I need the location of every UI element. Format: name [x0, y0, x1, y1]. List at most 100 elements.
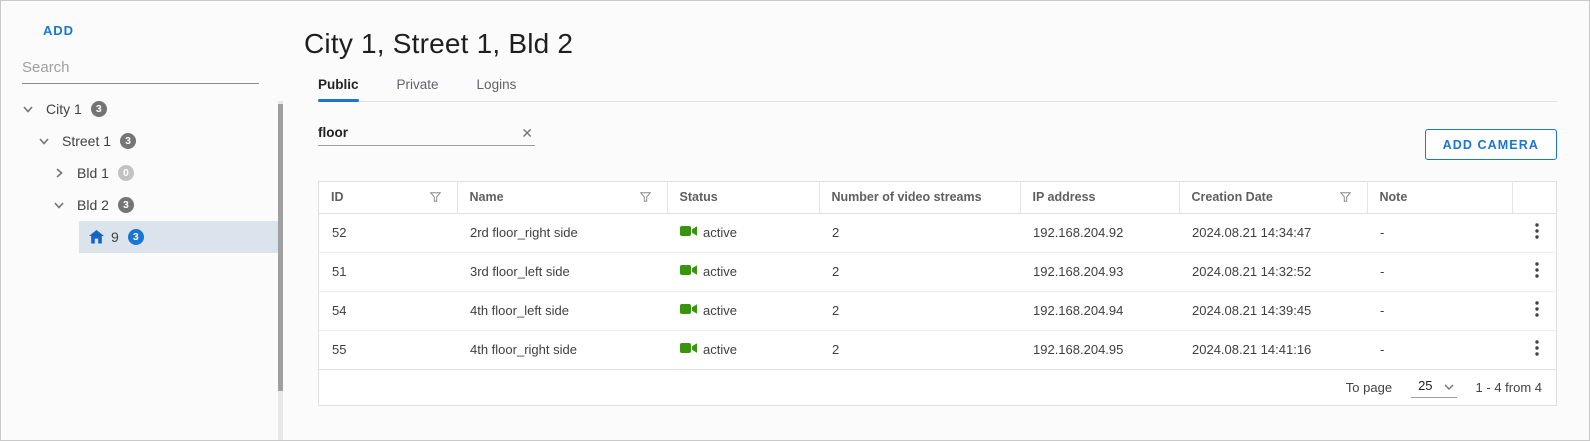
column-header-name: Name [456, 182, 667, 214]
count-badge: 3 [90, 101, 107, 117]
page-size-value: 25 [1418, 377, 1433, 393]
status-text: active [703, 303, 737, 318]
cell-name: 3rd floor_left side [457, 251, 667, 291]
cell-created: 2024.08.21 14:39:45 [1179, 290, 1367, 330]
count-badge: 3 [120, 133, 137, 149]
tree-item-street-1[interactable]: Street 1 3 [1, 125, 278, 157]
filter-funnel-icon[interactable] [429, 192, 441, 202]
videocam-icon [680, 342, 697, 357]
filter-funnel-icon[interactable] [639, 192, 651, 202]
cell-status: active [667, 290, 819, 330]
chevron-down-icon[interactable] [53, 199, 65, 211]
tree-item-bld-2[interactable]: Bld 2 3 [1, 189, 278, 221]
tree-item-label: 9 [111, 229, 119, 245]
tree-item-label: Street 1 [62, 133, 112, 149]
column-label: Name [469, 190, 504, 205]
cell-status: active [667, 212, 819, 252]
cell-id: 51 [319, 251, 457, 291]
column-header-actions [1511, 182, 1556, 214]
cell-created: 2024.08.21 14:34:47 [1179, 212, 1367, 252]
row-menu-kebab-icon[interactable] [1529, 221, 1545, 244]
page-size-select[interactable]: 25 [1411, 377, 1457, 398]
column-header-ip: IP address [1019, 182, 1179, 214]
cell-status: active [667, 251, 819, 291]
filter-funnel-icon[interactable] [1339, 192, 1351, 202]
chevron-right-icon[interactable] [53, 167, 65, 179]
to-page-label: To page [1345, 380, 1393, 395]
cell-created: 2024.08.21 14:41:16 [1179, 329, 1367, 369]
cell-streams: 2 [819, 251, 1020, 291]
add-node-button[interactable]: ADD [43, 23, 74, 38]
table-row[interactable]: 52 2rd floor_right side active 2 192.16 [319, 212, 1556, 252]
cell-id: 54 [319, 290, 457, 330]
camera-filter-input[interactable] [318, 125, 520, 140]
videocam-icon [680, 303, 697, 318]
sidebar: ADD City 1 3 Street 1 3 [1, 1, 278, 440]
cell-note: - [1367, 251, 1512, 291]
cell-name: 2rd floor_right side [457, 212, 667, 252]
videocam-icon [680, 264, 697, 279]
camera-table: ID Name [318, 181, 1557, 406]
chevron-down-icon [1444, 378, 1454, 393]
cell-note: - [1367, 290, 1512, 330]
sidebar-search-input[interactable] [22, 59, 259, 76]
table-row[interactable]: 54 4th floor_left side active 2 192.168 [319, 290, 1556, 330]
column-header-streams: Number of video streams [818, 182, 1020, 214]
cell-ip: 192.168.204.92 [1020, 212, 1179, 252]
table-row[interactable]: 51 3rd floor_left side active 2 192.168 [319, 251, 1556, 291]
cell-streams: 2 [819, 212, 1020, 252]
cell-name: 4th floor_right side [457, 329, 667, 369]
cell-note: - [1367, 212, 1512, 252]
column-header-status: Status [666, 182, 819, 214]
tab-public[interactable]: Public [318, 77, 359, 102]
tree-item-label: City 1 [46, 101, 82, 117]
location-tree: City 1 3 Street 1 3 Bld 1 0 [1, 93, 278, 253]
row-menu-kebab-icon[interactable] [1529, 260, 1545, 283]
status-text: active [703, 225, 737, 240]
table-header-row: ID Name [319, 182, 1556, 214]
sidebar-scrollbar-thumb[interactable] [278, 104, 283, 391]
clear-filter-icon[interactable]: ✕ [521, 125, 533, 141]
column-label: ID [331, 190, 344, 205]
status-text: active [703, 264, 737, 279]
cell-ip: 192.168.204.93 [1020, 251, 1179, 291]
cell-ip: 192.168.204.95 [1020, 329, 1179, 369]
page-title: City 1, Street 1, Bld 2 [304, 28, 574, 59]
sidebar-search [22, 59, 259, 84]
column-header-creation-date: Creation Date [1178, 182, 1367, 214]
tree-item-label: Bld 2 [77, 197, 109, 213]
row-menu-kebab-icon[interactable] [1529, 299, 1545, 322]
tab-private[interactable]: Private [397, 77, 439, 101]
tree-item-city-1[interactable]: City 1 3 [1, 93, 278, 125]
column-header-note: Note [1366, 182, 1512, 214]
chevron-down-icon[interactable] [38, 135, 50, 147]
count-badge: 3 [117, 197, 134, 213]
cell-streams: 2 [819, 290, 1020, 330]
videocam-icon [680, 225, 697, 240]
cell-note: - [1367, 329, 1512, 369]
cell-id: 52 [319, 212, 457, 252]
cell-ip: 192.168.204.94 [1020, 290, 1179, 330]
tab-logins[interactable]: Logins [477, 77, 517, 101]
add-camera-button[interactable]: ADD CAMERA [1424, 129, 1557, 160]
chevron-down-icon[interactable] [22, 103, 34, 115]
cell-created: 2024.08.21 14:32:52 [1179, 251, 1367, 291]
main-panel: City 1, Street 1, Bld 2 Public Private L… [284, 1, 1589, 440]
count-badge: 0 [117, 165, 134, 181]
range-label: 1 - 4 from 4 [1475, 380, 1542, 395]
tree-item-9-selected[interactable]: 9 3 [79, 221, 278, 253]
tab-bar: Public Private Logins [318, 77, 1557, 102]
tree-item-bld-1[interactable]: Bld 1 0 [1, 157, 278, 189]
camera-filter: ✕ [318, 125, 535, 146]
status-text: active [703, 342, 737, 358]
count-badge: 3 [127, 229, 144, 245]
column-header-id: ID [319, 182, 457, 214]
table-pagination: To page 25 1 - 4 from 4 [319, 369, 1556, 405]
row-menu-kebab-icon[interactable] [1529, 338, 1545, 361]
home-icon [89, 230, 104, 244]
tree-item-label: Bld 1 [77, 165, 109, 181]
column-label: Creation Date [1191, 190, 1273, 205]
table-row[interactable]: 55 4th floor_right side active 2 192.16 [319, 329, 1556, 369]
cell-status: active [667, 329, 819, 369]
